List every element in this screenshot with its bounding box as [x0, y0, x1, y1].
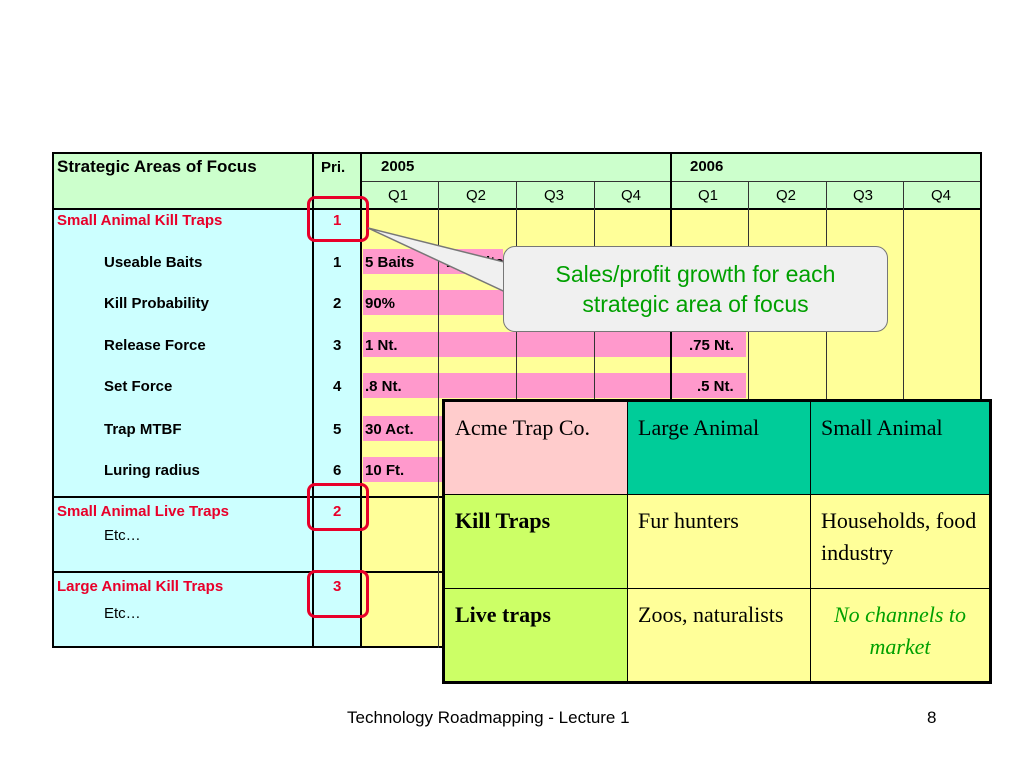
- matrix-corner: Acme Trap Co.: [443, 400, 628, 495]
- matrix-cell: Fur hunters: [627, 494, 811, 589]
- header-year-2006: 2006: [690, 158, 724, 175]
- area-small-animal-kill-traps: Small Animal Kill Traps: [57, 212, 223, 229]
- page-number: 8: [927, 708, 937, 727]
- header-quarter: Q3: [544, 187, 565, 204]
- callout-line: strategic area of focus: [582, 291, 809, 317]
- callout-line: Sales/profit growth for each: [555, 261, 836, 287]
- bar-label: 30 Act.: [365, 421, 414, 438]
- matrix-col-small-animal: Small Animal: [810, 400, 991, 495]
- row-priority: 5: [333, 421, 342, 438]
- bar-label: 10 Ft.: [365, 462, 405, 479]
- header-quarter: Q2: [466, 187, 487, 204]
- row-priority: 3: [333, 337, 342, 354]
- priority-highlight: [307, 196, 369, 242]
- row-release-force: Release Force: [104, 337, 206, 354]
- bar-label: .75 Nt.: [689, 337, 735, 354]
- footer-title: Technology Roadmapping - Lecture 1: [347, 708, 630, 727]
- timeline-bar-set-force: [363, 373, 746, 398]
- bar-label: 90%: [365, 295, 396, 312]
- matrix-col-large-animal: Large Animal: [627, 400, 811, 495]
- priority-highlight: [307, 570, 369, 618]
- area-priority: 2: [333, 503, 342, 520]
- row-trap-mtbf: Trap MTBF: [104, 421, 182, 438]
- header-focus: Strategic Areas of Focus: [57, 157, 257, 176]
- bar-label: .5 Nt.: [697, 378, 734, 395]
- callout-bubble: Sales/profit growth for each strategic a…: [503, 246, 888, 332]
- row-kill-probability: Kill Probability: [104, 295, 210, 312]
- header-year-2005: 2005: [381, 158, 415, 175]
- matrix-cell: Households, food industry: [810, 494, 991, 589]
- bar-label: .8 Nt.: [365, 378, 402, 395]
- area-priority: 1: [333, 212, 342, 229]
- timeline-bar-luring-radius: [363, 457, 443, 482]
- row-priority: 2: [333, 295, 342, 312]
- header-quarter: Q4: [621, 187, 642, 204]
- matrix-row-kill-traps: Kill Traps: [443, 494, 628, 589]
- row-set-force: Set Force: [104, 378, 173, 395]
- header-quarter: Q4: [931, 187, 952, 204]
- area-etc: Etc…: [104, 527, 141, 544]
- header-quarter: Q3: [853, 187, 874, 204]
- timeline-bar-trap-mtbf: [363, 416, 443, 441]
- priority-highlight: [307, 483, 369, 531]
- row-priority: 6: [333, 462, 342, 479]
- matrix-row-live-traps: Live traps: [443, 588, 628, 683]
- bar-label: 1 Nt.: [365, 337, 398, 354]
- header-quarter: Q1: [388, 187, 409, 204]
- area-etc: Etc…: [104, 605, 141, 622]
- header-quarter: Q1: [698, 187, 719, 204]
- header-priority: Pri.: [321, 159, 346, 176]
- row-luring-radius: Luring radius: [104, 462, 200, 479]
- row-useable-baits: Useable Baits: [104, 254, 203, 271]
- bar-label: 5 Baits: [365, 254, 415, 271]
- matrix-cell: Zoos, naturalists: [627, 588, 811, 683]
- matrix-cell-no-channels: No channels to market: [810, 588, 991, 683]
- market-matrix: Acme Trap Co. Large Animal Small Animal …: [442, 399, 992, 684]
- row-priority: 1: [333, 254, 342, 271]
- area-large-animal-kill-traps: Large Animal Kill Traps: [57, 578, 224, 595]
- area-priority: 3: [333, 578, 342, 595]
- area-small-animal-live-traps: Small Animal Live Traps: [57, 503, 230, 520]
- row-priority: 4: [333, 378, 342, 395]
- timeline-bar-release-force: [363, 332, 746, 357]
- header-quarter: Q2: [776, 187, 797, 204]
- bar-label: 10 Baits: [446, 254, 504, 271]
